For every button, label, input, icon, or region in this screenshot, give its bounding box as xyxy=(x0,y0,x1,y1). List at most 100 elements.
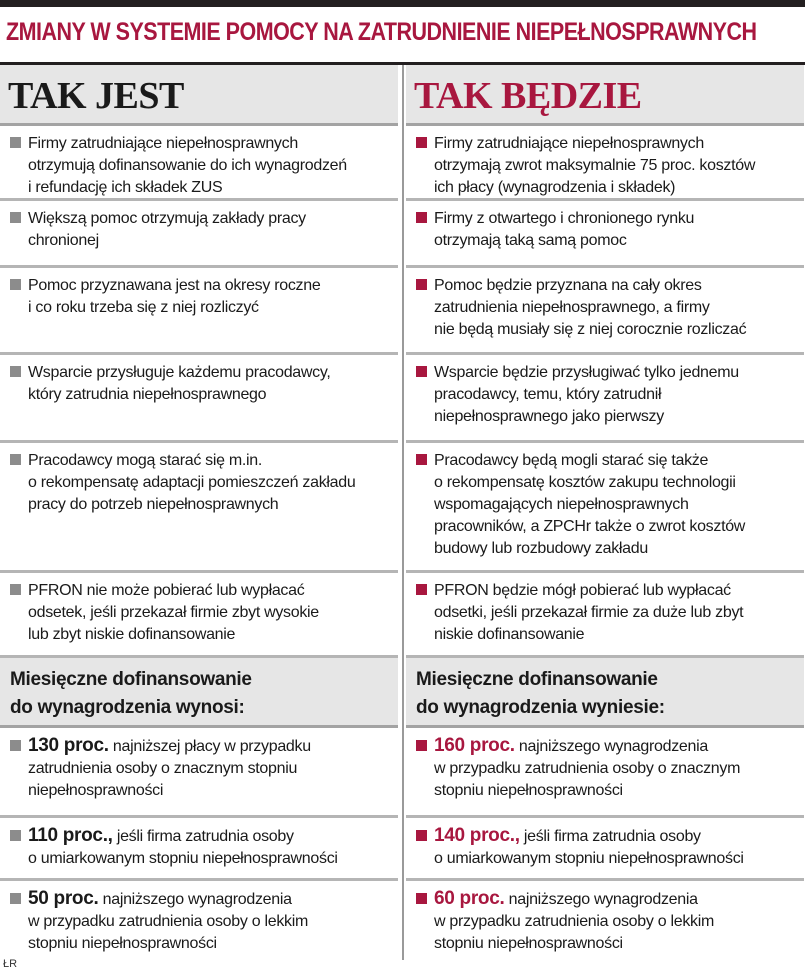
item-line: o rekompensatę adaptacji pomieszczeń zak… xyxy=(28,474,356,491)
item-line: Pracodawcy będą mogli starać się także xyxy=(416,450,798,472)
rate-line: niepełnosprawności xyxy=(28,782,164,799)
item-line: który zatrudnia niepełnosprawnego xyxy=(28,386,267,403)
rate-line: 110 proc., jeśli firma zatrudnia osoby xyxy=(10,825,392,848)
rate-line: 50 proc. najniższego wynagrodzenia xyxy=(10,888,392,911)
column-header-future: TAK BĘDZIE xyxy=(406,65,804,126)
rate-line: o umiarkowanym stopniu niepełnosprawnośc… xyxy=(28,850,338,867)
author-initials: ŁR xyxy=(3,958,18,970)
column-header-current: TAK JEST xyxy=(0,65,398,126)
item-line: Pomoc będzie przyznana na cały okres xyxy=(416,275,798,297)
item-text: Firmy zatrudniające niepełnosprawnych xyxy=(28,135,298,152)
item-text: PFRON nie może pobierać lub wypłacać xyxy=(28,582,305,599)
item-line: otrzymają zwrot maksymalnie 75 proc. kos… xyxy=(434,157,756,174)
item-text: Wsparcie będzie przysługiwać tylko jedne… xyxy=(434,364,739,381)
item-line: ich płacy (wynagrodzenia i składek) xyxy=(434,179,676,196)
infographic-title: ZMIANY W SYSTEMIE POMOCY NA ZATRUDNIENIE… xyxy=(6,18,757,46)
bullet-square-icon xyxy=(416,279,427,290)
item-line: Pomoc przyznawana jest na okresy roczne xyxy=(10,275,392,297)
bullet-square-icon xyxy=(10,454,21,465)
bullet-square-icon xyxy=(10,137,21,148)
list-item: Firmy zatrudniające niepełnosprawnych otr… xyxy=(406,126,804,201)
rate-line: w przypadku zatrudnienia osoby o lekkim xyxy=(434,913,715,930)
top-bar xyxy=(0,0,805,7)
rate-line: w przypadku zatrudnienia osoby o lekkim xyxy=(28,913,309,930)
item-line: odsetki, jeśli przekazał firmie za duże … xyxy=(434,604,744,621)
item-line: wspomagających niepełnosprawnych xyxy=(434,496,689,513)
item-line: Wsparcie będzie przysługiwać tylko jedne… xyxy=(416,362,798,384)
item-line: odsetek, jeśli przekazał firmie zbyt wys… xyxy=(28,604,319,621)
item-line: otrzymają taką samą pomoc xyxy=(434,232,627,249)
list-item: Pracodawcy będą mogli starać się także o … xyxy=(406,443,804,573)
item-line: Wsparcie przysługuje każdemu pracodawcy, xyxy=(10,362,392,384)
rate-line: 160 proc. najniższego wynagrodzenia xyxy=(416,735,798,758)
rate-line: 130 proc. najniższej płacy w przypadku xyxy=(10,735,392,758)
rate-line: stopniu niepełnosprawności xyxy=(434,935,623,952)
item-text: Pracodawcy będą mogli starać się także xyxy=(434,452,709,469)
rate-value: 50 proc. xyxy=(28,888,99,909)
item-line: i co roku trzeba się z niej rozliczyć xyxy=(28,299,259,316)
rate-line: 140 proc., jeśli firma zatrudnia osoby xyxy=(416,825,798,848)
rate-value: 130 proc. xyxy=(28,735,109,756)
item-line: niepełnosprawnego jako pierwszy xyxy=(434,408,664,425)
list-item: Pracodawcy mogą starać się m.in. o rekomp… xyxy=(0,443,398,573)
rate-text: najniższej płacy w przypadku xyxy=(112,738,311,755)
rate-line: stopniu niepełnosprawności xyxy=(28,935,217,952)
bullet-square-icon xyxy=(416,212,427,223)
rate-item: 160 proc. najniższego wynagrodzenia w prz… xyxy=(406,728,804,818)
item-line: zatrudnienia niepełnosprawnego, a firmy xyxy=(434,299,710,316)
bullet-square-icon xyxy=(10,212,21,223)
rate-line: w przypadku zatrudnienia osoby o znaczny… xyxy=(434,760,741,777)
item-line: Firmy zatrudniające niepełnosprawnych xyxy=(10,133,392,155)
bullet-square-icon xyxy=(416,830,427,841)
list-item: PFRON będzie mógł pobierać lub wypłacać o… xyxy=(406,573,804,658)
item-text: Pracodawcy mogą starać się m.in. xyxy=(28,452,263,469)
list-item: Pomoc będzie przyznana na cały okres zatr… xyxy=(406,268,804,355)
item-line: i refundację ich składek ZUS xyxy=(28,179,223,196)
item-line: PFRON będzie mógł pobierać lub wypłacać xyxy=(416,580,798,602)
bullet-square-icon xyxy=(10,366,21,377)
rate-value: 160 proc. xyxy=(434,735,515,756)
rate-text: jeśli firma zatrudnia osoby xyxy=(523,828,701,845)
item-text: Pomoc będzie przyznana na cały okres xyxy=(434,277,702,294)
rate-line: o umiarkowanym stopniu niepełnosprawnośc… xyxy=(434,850,744,867)
rate-text: najniższego wynagrodzenia xyxy=(508,891,698,908)
item-line: pracy do potrzeb niepełnosprawnych xyxy=(28,496,279,513)
rate-text: najniższego wynagrodzenia xyxy=(518,738,708,755)
list-item: Firmy zatrudniające niepełnosprawnych otr… xyxy=(0,126,398,201)
item-text: Większą pomoc otrzymują zakłady pracy xyxy=(28,210,306,227)
rate-value: 60 proc. xyxy=(434,888,505,909)
rate-item: 130 proc. najniższej płacy w przypadku za… xyxy=(0,728,398,818)
bullet-square-icon xyxy=(10,830,21,841)
bullet-square-icon xyxy=(10,893,21,904)
rate-value: 140 proc., xyxy=(434,825,520,846)
item-text: Firmy z otwartego i chronionego rynku xyxy=(434,210,695,227)
bullet-square-icon xyxy=(416,893,427,904)
rate-value: 110 proc., xyxy=(28,825,113,846)
bullet-square-icon xyxy=(416,584,427,595)
rate-item: 50 proc. najniższego wynagrodzenia w przy… xyxy=(0,881,398,964)
item-line: lub zbyt niskie dofinansowanie xyxy=(28,626,236,643)
item-line: Większą pomoc otrzymują zakłady pracy xyxy=(10,208,392,230)
list-item: PFRON nie może pobierać lub wypłacać odse… xyxy=(0,573,398,658)
column-future: TAK BĘDZIE Firmy zatrudniające niepełnos… xyxy=(406,65,804,964)
title-rule xyxy=(0,62,805,65)
subheader-line: do wynagrodzenia wynosi: xyxy=(10,697,245,718)
rate-text: najniższego wynagrodzenia xyxy=(102,891,292,908)
rate-line: 60 proc. najniższego wynagrodzenia xyxy=(416,888,798,911)
bullet-square-icon xyxy=(10,279,21,290)
item-line: niskie dofinansowanie xyxy=(434,626,585,643)
column-divider xyxy=(402,65,404,960)
list-item: Pomoc przyznawana jest na okresy roczne i… xyxy=(0,268,398,355)
rate-text: jeśli firma zatrudnia osoby xyxy=(116,828,294,845)
bullet-square-icon xyxy=(416,454,427,465)
bullet-square-icon xyxy=(416,137,427,148)
column-current: TAK JEST Firmy zatrudniające niepełnospr… xyxy=(0,65,398,964)
item-line: Pracodawcy mogą starać się m.in. xyxy=(10,450,392,472)
item-text: Wsparcie przysługuje każdemu pracodawcy, xyxy=(28,364,331,381)
subheader-line: Miesięczne dofinansowanie xyxy=(416,669,658,690)
list-item: Wsparcie będzie przysługiwać tylko jedne… xyxy=(406,355,804,443)
list-item: Wsparcie przysługuje każdemu pracodawcy,… xyxy=(0,355,398,443)
item-line: Firmy zatrudniające niepełnosprawnych xyxy=(416,133,798,155)
list-item: Firmy z otwartego i chronionego rynku otr… xyxy=(406,201,804,268)
bullet-square-icon xyxy=(10,584,21,595)
